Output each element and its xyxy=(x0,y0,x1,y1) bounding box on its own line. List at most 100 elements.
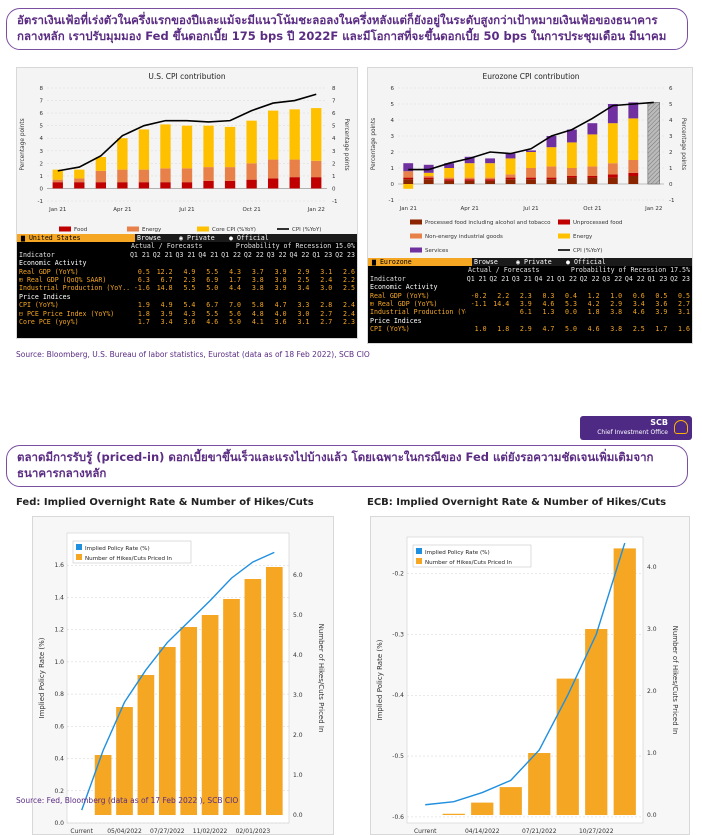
bar-segment xyxy=(464,156,475,164)
value-cell: 14.4 xyxy=(493,299,510,308)
y-tick-label: 0.2 xyxy=(54,788,64,795)
y2-tick-label: 0 xyxy=(669,182,673,188)
value-cell: 3.8 xyxy=(610,308,623,317)
y2-tick-label: 4.0 xyxy=(293,652,303,659)
y2-tick-label: 5.0 xyxy=(293,612,303,619)
legend-label: Food xyxy=(74,227,87,233)
bar-segment xyxy=(587,166,598,176)
bar-segment xyxy=(505,179,516,184)
source-note-2: Source: Fed, Bloomberg (data as of 17 Fe… xyxy=(16,796,239,805)
x-tick-label: Apr 21 xyxy=(113,207,131,213)
y2-tick-label: 2 xyxy=(332,161,336,167)
value-cell: 1.8 xyxy=(587,308,600,317)
data-row: ⊟ PCE Price Index (YoY%) 1.8 3.9 4.3 5.5 5.6 4… xyxy=(17,310,357,318)
value-cell: 3.9 xyxy=(519,299,532,308)
x-tick-label: Jul 21 xyxy=(178,207,194,213)
value-cell xyxy=(466,317,489,325)
legend-label: Number of Hikes/Cuts Priced In xyxy=(425,560,512,566)
value-cell: 4.6 xyxy=(206,317,219,326)
column-header: Q3 21 xyxy=(511,274,532,283)
value-cell: 4.2 xyxy=(587,299,600,308)
bar-segment xyxy=(181,168,193,183)
ecb-chart-title: ECB: Implied Overnight Rate & Number of … xyxy=(367,497,667,508)
value-cell: 2.5 xyxy=(632,325,645,334)
legend-swatch xyxy=(197,226,209,232)
bar-segment xyxy=(607,177,618,184)
legend-label: Energy xyxy=(142,227,162,233)
column-header: Q3 22 xyxy=(602,274,623,283)
row-label: ⊞ Real GDP (QoQ% SAAR) xyxy=(19,275,107,284)
value-cell: 6.9 xyxy=(206,275,219,284)
value-cell xyxy=(243,293,266,301)
official-radio[interactable]: ● Official xyxy=(566,258,606,266)
value-cell: 3.9 xyxy=(160,309,173,318)
bar-segment xyxy=(117,169,128,183)
column-header: Q2 23 xyxy=(670,274,690,283)
value-cell: 3.4 xyxy=(297,284,310,293)
column-header: Q1 21 xyxy=(466,274,487,283)
value-cell: 2.5 xyxy=(297,275,310,284)
ez-forecast-table: ▆ Eurozone Browse ◉ Private ● Official Ac… xyxy=(368,258,692,343)
value-cell xyxy=(197,293,220,301)
value-cell: 12.2 xyxy=(156,267,173,276)
bar-segment xyxy=(505,158,516,175)
y-tick-label: -1 xyxy=(38,199,43,205)
value-cell: 2.4 xyxy=(343,309,355,318)
bar-segment xyxy=(607,104,618,124)
data-row: Core PCE (yoy%) 1.7 3.4 3.6 4.6 5.0 4.1 3.6 3.1 2… xyxy=(17,318,357,326)
y-tick-label: 6 xyxy=(391,86,395,92)
bar-segment xyxy=(505,177,516,180)
value-cell xyxy=(534,317,557,325)
value-cell: 0.5 xyxy=(678,291,690,300)
bar-segment xyxy=(311,177,322,189)
y-tick-label: 0.8 xyxy=(54,691,64,698)
bar-segment xyxy=(464,179,475,181)
value-cell xyxy=(243,259,266,267)
bar-segment xyxy=(607,163,618,175)
value-cell: 2.3 xyxy=(183,275,196,284)
cpi-line xyxy=(57,93,317,172)
fed-rate-chart: 0.0 0.2 0.4 0.6 0.8 1.0 1.2 1.4 1.6 0.0 1.0 2.0 3.0 4… xyxy=(38,532,325,834)
region-tab[interactable]: ▆ United States xyxy=(17,234,135,243)
private-radio[interactable]: ◉ Private xyxy=(179,234,215,242)
column-header: Q4 21 xyxy=(534,274,555,283)
region-tab[interactable]: ▆ Eurozone xyxy=(368,258,472,267)
y-axis-label: Implied Policy Rate (%) xyxy=(376,639,384,720)
column-header: Q2 21 xyxy=(152,250,173,259)
y-axis-label: Percentage points xyxy=(371,118,377,170)
value-cell: 5.5 xyxy=(183,284,196,293)
bar-segment xyxy=(526,150,536,152)
bar-segment xyxy=(485,180,495,184)
value-cell: 2.3 xyxy=(343,317,355,326)
bar-segment xyxy=(203,180,214,189)
browse-button[interactable]: Browse xyxy=(137,234,161,242)
y2-tick-label: 3.0 xyxy=(293,692,303,699)
scb-brand-badge: SCB Chief Investment Office xyxy=(580,416,692,440)
legend-swatch xyxy=(127,226,139,232)
bar-segment xyxy=(444,180,455,184)
value-cell xyxy=(334,259,357,267)
cpi-line xyxy=(408,101,654,171)
legend-swatch xyxy=(558,233,570,239)
value-cell xyxy=(289,259,312,267)
value-cell xyxy=(579,283,602,291)
value-cell xyxy=(152,259,175,267)
value-cell xyxy=(129,259,152,267)
official-radio[interactable]: ● Official xyxy=(229,234,269,242)
legend-swatch xyxy=(416,558,422,564)
value-cell: 2.4 xyxy=(320,275,333,284)
value-cell xyxy=(511,283,534,291)
value-cell: 6.3 xyxy=(137,275,150,284)
y2-tick-label: 3.0 xyxy=(647,626,657,633)
y2-tick-label: 5 xyxy=(669,102,673,108)
value-cell: 6.7 xyxy=(206,301,219,310)
browse-button[interactable]: Browse xyxy=(474,258,498,266)
private-radio[interactable]: ◉ Private xyxy=(516,258,552,266)
bar-segment xyxy=(246,120,257,164)
column-header: Q4 22 xyxy=(624,274,645,283)
value-cell: 0.6 xyxy=(632,291,645,300)
value-cell: 3.9 xyxy=(655,308,668,317)
value-cell: 4.9 xyxy=(160,301,173,310)
value-cell: 5.5 xyxy=(206,267,219,276)
legend-label: Implied Policy Rate (%) xyxy=(85,546,150,552)
